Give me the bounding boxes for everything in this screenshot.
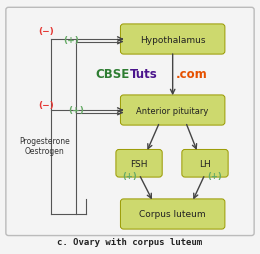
FancyBboxPatch shape <box>116 150 162 177</box>
Text: Tuts: Tuts <box>130 68 158 81</box>
Text: (+): (+) <box>63 36 79 45</box>
Text: Hypothalamus: Hypothalamus <box>140 35 205 44</box>
Text: (−): (−) <box>38 27 54 36</box>
FancyBboxPatch shape <box>182 150 228 177</box>
Text: (+): (+) <box>207 172 222 181</box>
Text: LH: LH <box>199 159 211 168</box>
FancyBboxPatch shape <box>120 199 225 229</box>
FancyBboxPatch shape <box>120 96 225 126</box>
Text: Oestrogen: Oestrogen <box>25 147 64 155</box>
FancyBboxPatch shape <box>120 25 225 55</box>
Text: c. Ovary with corpus luteum: c. Ovary with corpus luteum <box>57 237 203 246</box>
Text: (+): (+) <box>68 106 84 115</box>
Text: CBSE: CBSE <box>96 68 130 81</box>
Text: FSH: FSH <box>130 159 148 168</box>
Text: .com: .com <box>175 68 207 81</box>
Text: Progesterone: Progesterone <box>19 136 70 145</box>
Text: (−): (−) <box>38 100 54 109</box>
Text: (+): (+) <box>122 172 137 181</box>
Text: Corpus luteum: Corpus luteum <box>139 210 206 219</box>
FancyBboxPatch shape <box>6 8 254 236</box>
Text: Anterior pituitary: Anterior pituitary <box>136 106 209 115</box>
